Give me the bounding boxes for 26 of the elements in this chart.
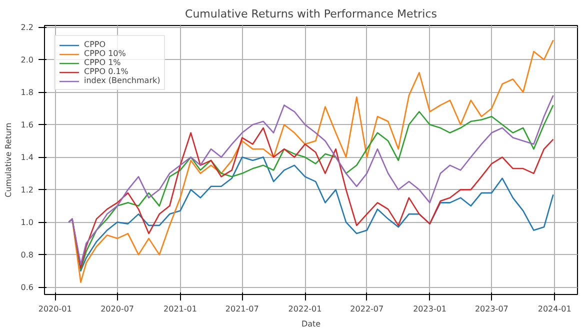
chart-title: Cumulative Returns with Performance Metrics — [185, 8, 438, 20]
x-tick-label: 2020-01 — [38, 304, 72, 314]
y-tick-label: 1.4 — [20, 153, 34, 162]
x-tick-label: 2023-07 — [474, 304, 508, 314]
x-tick-label: 2021-01 — [164, 304, 197, 314]
y-tick-label: 1.2 — [20, 186, 34, 195]
legend-label: CPPO — [84, 40, 106, 49]
y-tick-label: 1.8 — [20, 88, 34, 98]
x-tick-label: 2023-01 — [413, 304, 447, 314]
x-tick-label: 2022-01 — [288, 304, 322, 314]
x-tick-label: 2021-07 — [225, 304, 259, 314]
y-tick-label: 2.2 — [20, 23, 34, 32]
y-tick-label: 1.6 — [20, 120, 34, 130]
y-axis-title: Cumulative Return — [4, 122, 13, 198]
y-tick-label: 0.8 — [20, 250, 34, 260]
y-tick-label: 1.0 — [20, 218, 34, 228]
x-tick-label: 2024-01 — [538, 304, 572, 314]
legend-label: index (Benchmark) — [84, 76, 160, 85]
legend-label: CPPO 1% — [84, 58, 121, 67]
y-tick-label: 0.6 — [20, 283, 34, 292]
legend-label: CPPO 10% — [84, 49, 126, 58]
legend-label: CPPO 0.1% — [84, 67, 128, 76]
x-tick-label: 2022-07 — [350, 304, 384, 314]
x-axis-title: Date — [301, 320, 321, 328]
y-tick-label: 2.0 — [20, 56, 34, 65]
x-tick-label: 2020-07 — [100, 304, 134, 314]
